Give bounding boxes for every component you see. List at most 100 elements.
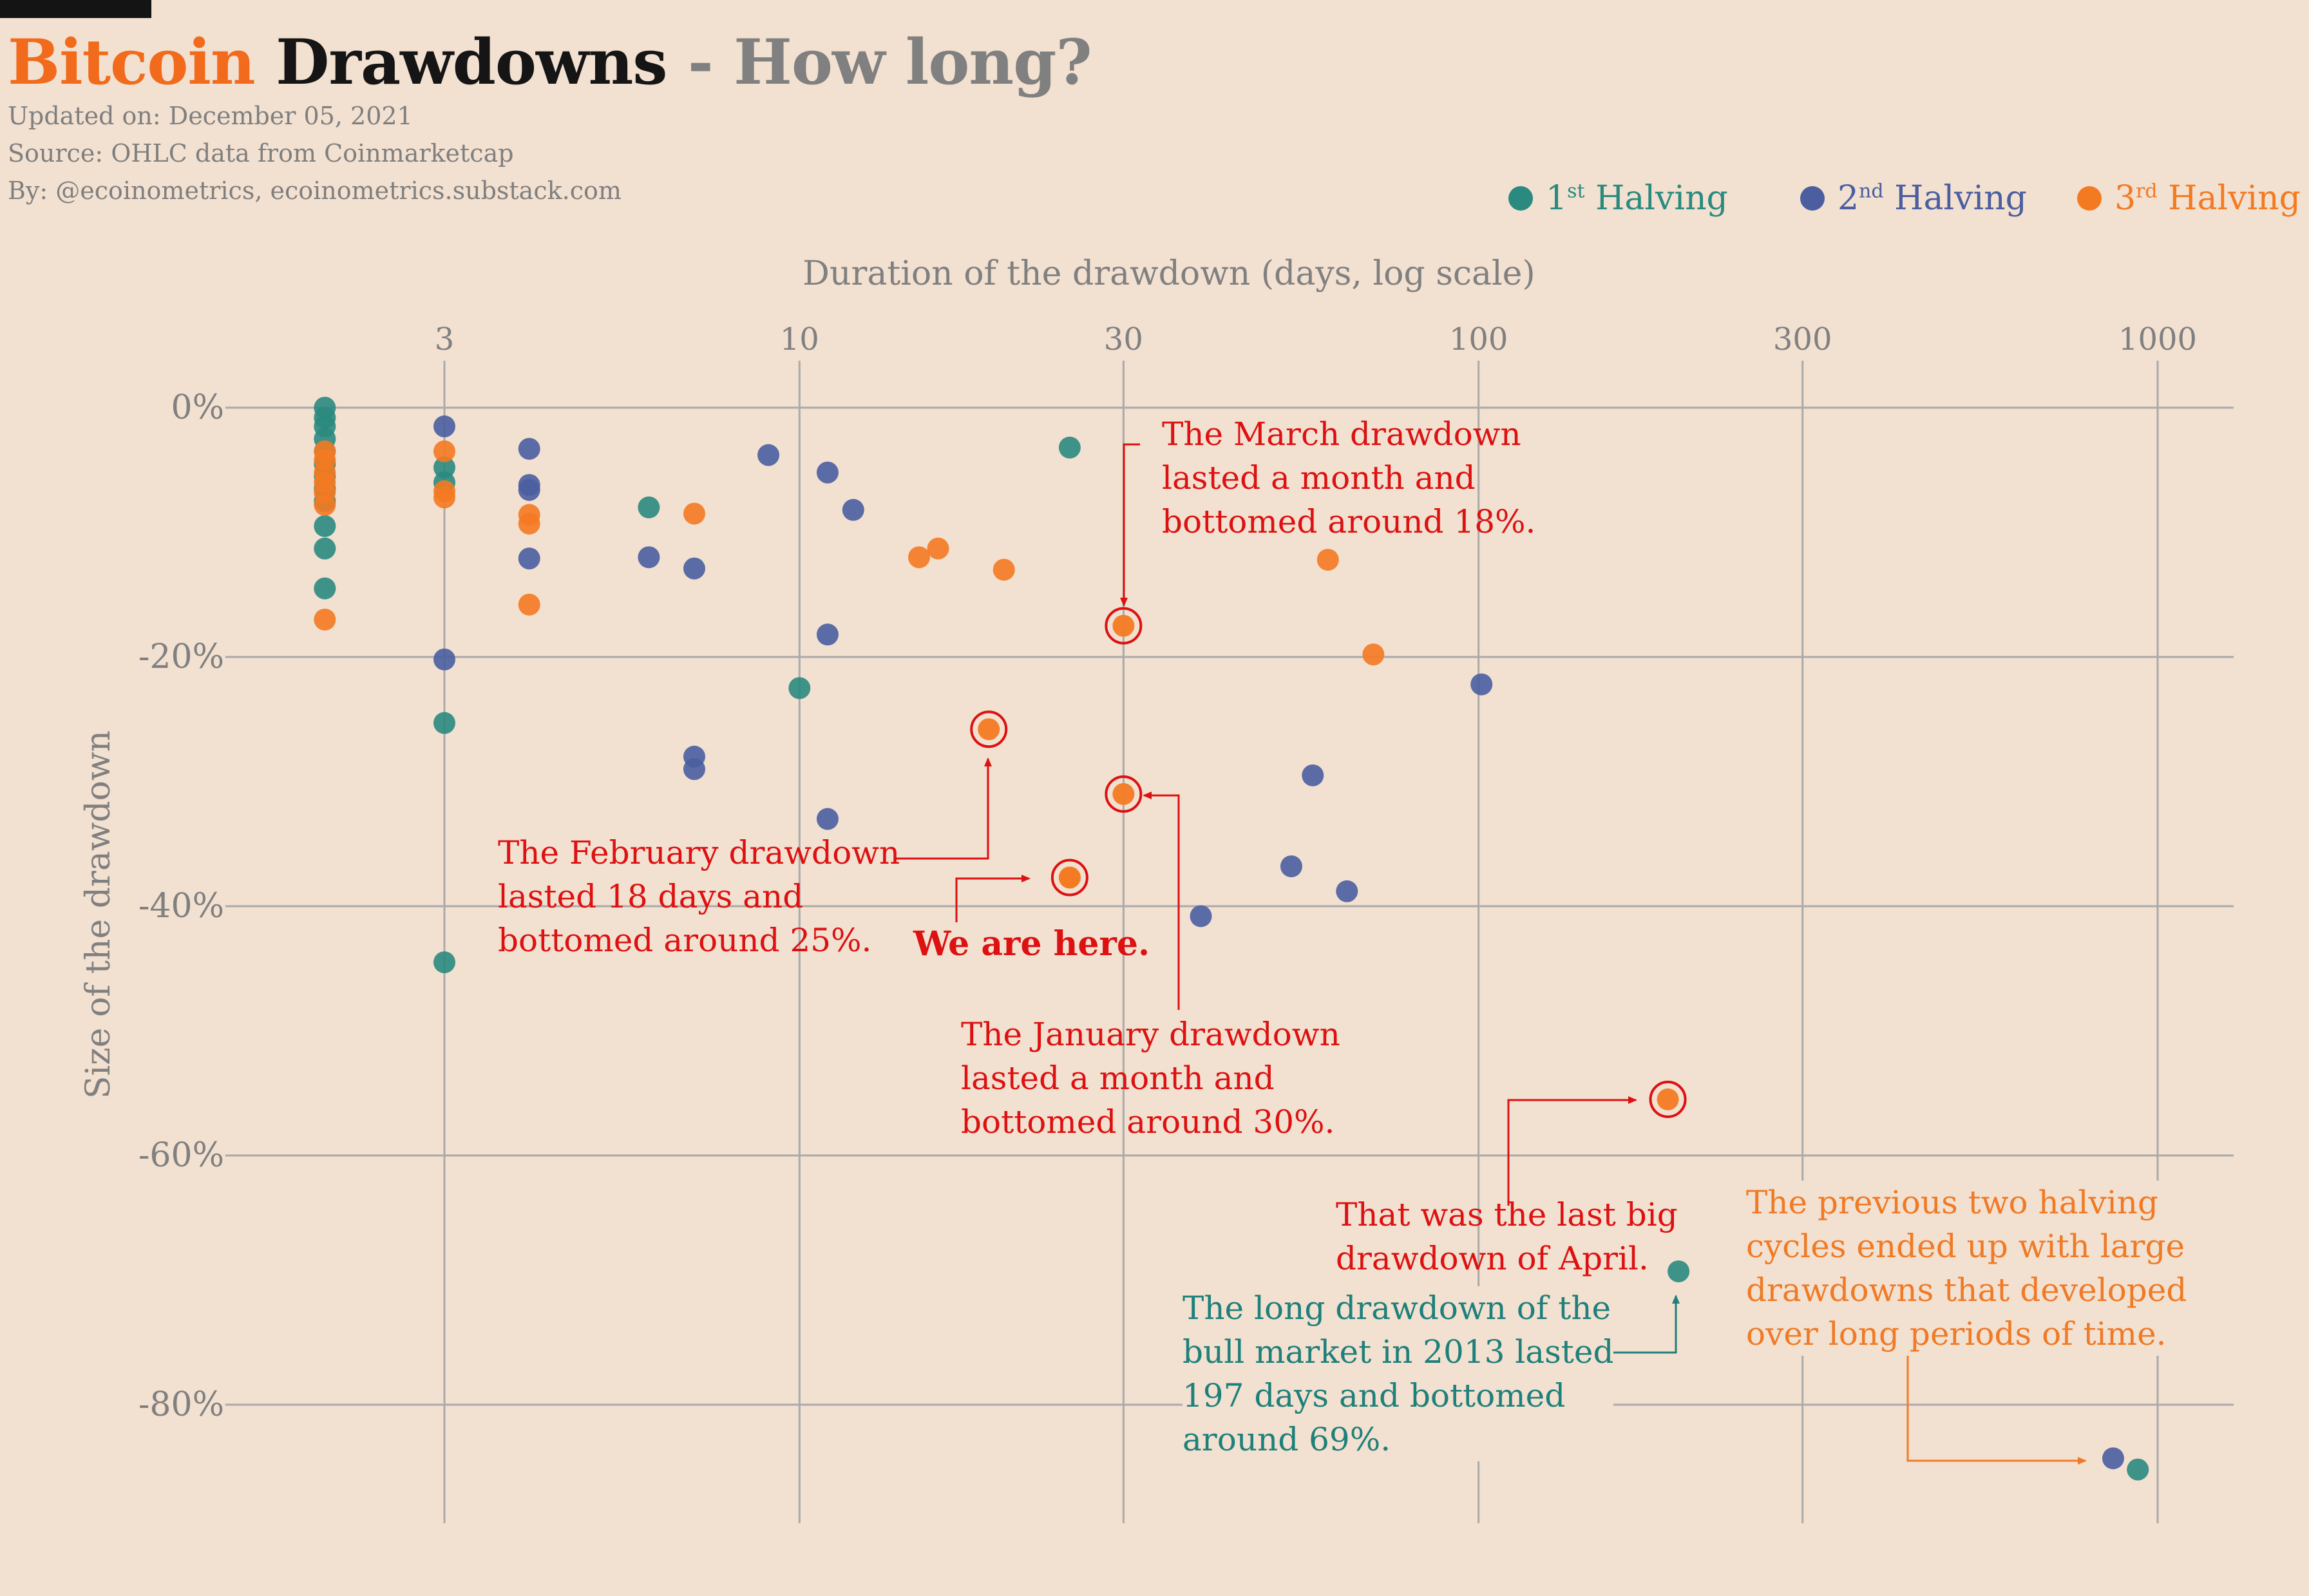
updated-text: Updated on: December 05, 2021 — [8, 102, 413, 130]
data-point — [993, 558, 1015, 581]
data-point — [638, 496, 660, 518]
data-point — [683, 502, 705, 525]
data-point — [683, 557, 705, 580]
y-tick-labels: 0% -20% -40% -60% -80% — [138, 388, 224, 1424]
highlight-ring — [1105, 607, 1143, 645]
annotation-previous-cycles: The previous two halving cycles ended up … — [1746, 1181, 2187, 1356]
highlight-point — [978, 718, 1000, 741]
x-tick-label: 100 — [1449, 321, 1508, 357]
annotation-april: That was the last big drawdown of April. — [1336, 1196, 1678, 1277]
previous-cycles-arrow — [1906, 1353, 2087, 1465]
data-point — [1336, 880, 1358, 902]
data-point — [1280, 855, 1302, 878]
data-point — [1190, 905, 1212, 927]
march-arrow — [1120, 443, 1140, 607]
y-axis-label: Size of the drawdown — [79, 730, 118, 1099]
y-tick-label: 0% — [171, 388, 225, 427]
data-point — [816, 808, 839, 830]
x-tick-label: 10 — [780, 321, 819, 357]
data-point — [518, 593, 540, 616]
legend-item-3rd-halving: 3rd Halving — [2077, 173, 2301, 224]
annotation-bull-2013: The long drawdown of the bull market in 2… — [1183, 1286, 1614, 1461]
highlight-point — [1112, 614, 1135, 637]
annotation-arrows — [895, 443, 2087, 1465]
data-point — [1470, 673, 1493, 696]
annotation-january: The January drawdown lasted a month and bo… — [961, 1016, 1340, 1141]
byline-text: By: @ecoinometrics, ecoinometrics.substa… — [8, 176, 622, 205]
x-tick-label: 30 — [1104, 321, 1143, 357]
data-point — [314, 608, 336, 631]
highlight-ring — [1105, 775, 1143, 813]
highlight-ring — [970, 710, 1008, 748]
highlight-point — [1657, 1088, 1679, 1110]
legend-label: 2nd Halving — [1838, 179, 2027, 218]
data-point — [2102, 1447, 2124, 1470]
data-point — [1302, 764, 1324, 786]
data-point — [433, 951, 455, 974]
y-tick-label: -20% — [138, 638, 224, 676]
data-point — [1316, 549, 1339, 571]
data-point — [1058, 436, 1081, 459]
legend-marker — [1800, 186, 1825, 211]
legend-marker — [2077, 186, 2102, 211]
data-point — [314, 537, 336, 560]
legend: 1st Halving 2nd Halving 3rd Halving — [0, 173, 2309, 224]
legend-label: 1st Halving — [1546, 179, 1728, 218]
annotation-we-are-here: We are here. — [913, 924, 1150, 964]
legend-label: 3rd Halving — [2114, 179, 2301, 218]
highlight-point — [1058, 866, 1081, 889]
legend-marker — [1508, 186, 1533, 211]
data-point — [518, 479, 540, 501]
data-point — [2127, 1458, 2149, 1481]
here-arrow — [955, 875, 1031, 922]
april-arrow — [1507, 1096, 1637, 1206]
legend-item-2nd-halving: 2nd Halving — [1800, 173, 2027, 224]
highlight-circles — [970, 607, 1687, 1118]
data-point — [816, 461, 839, 484]
data-point — [1668, 1260, 1690, 1282]
data-point — [757, 444, 780, 466]
january-arrow — [1143, 792, 1180, 1010]
bull2013-arrow — [1597, 1295, 1680, 1354]
data-point — [433, 486, 455, 509]
y-tick-label: -40% — [138, 887, 224, 926]
data-point — [1362, 643, 1385, 666]
data-point — [433, 415, 455, 438]
data-point — [927, 537, 949, 560]
data-point — [683, 758, 705, 781]
x-tick-labels: 3 10 30 100 300 1000 — [435, 321, 2197, 357]
data-points — [314, 397, 2149, 1481]
title-part-2: Drawdowns — [276, 26, 667, 99]
data-point — [788, 677, 811, 699]
data-point — [314, 577, 336, 600]
data-point — [433, 440, 455, 462]
title-part-1: Bitcoin — [8, 26, 256, 99]
highlight-point — [1112, 783, 1135, 805]
x-tick-label: 3 — [435, 321, 455, 357]
data-point — [433, 648, 455, 670]
page-title: Bitcoin Drawdowns - How long? — [8, 26, 1092, 99]
highlight-ring — [1649, 1080, 1687, 1118]
data-point — [518, 437, 540, 460]
annotation-march: The March drawdown lasted a month and bott… — [1162, 415, 1536, 540]
data-point — [638, 546, 660, 569]
data-point — [314, 493, 336, 516]
data-point — [433, 712, 455, 734]
y-tick-label: -60% — [138, 1136, 224, 1175]
data-point — [842, 499, 864, 521]
x-tick-label: 300 — [1773, 321, 1832, 357]
top-bar — [0, 0, 151, 18]
source-text: Source: OHLC data from Coinmarketcap — [8, 139, 514, 167]
chart-grid — [225, 361, 2234, 1523]
title-part-3: - How long? — [687, 26, 1092, 99]
february-arrow — [895, 757, 992, 860]
y-tick-label: -80% — [138, 1385, 224, 1424]
data-point — [518, 547, 540, 570]
highlight-ring — [1050, 859, 1088, 897]
data-point — [816, 623, 839, 646]
data-point — [518, 512, 540, 535]
annotation-february: The February drawdown lasted 18 days and b… — [498, 834, 900, 959]
data-point — [907, 546, 930, 569]
x-axis-label: Duration of the drawdown (days, log scal… — [803, 254, 1535, 293]
